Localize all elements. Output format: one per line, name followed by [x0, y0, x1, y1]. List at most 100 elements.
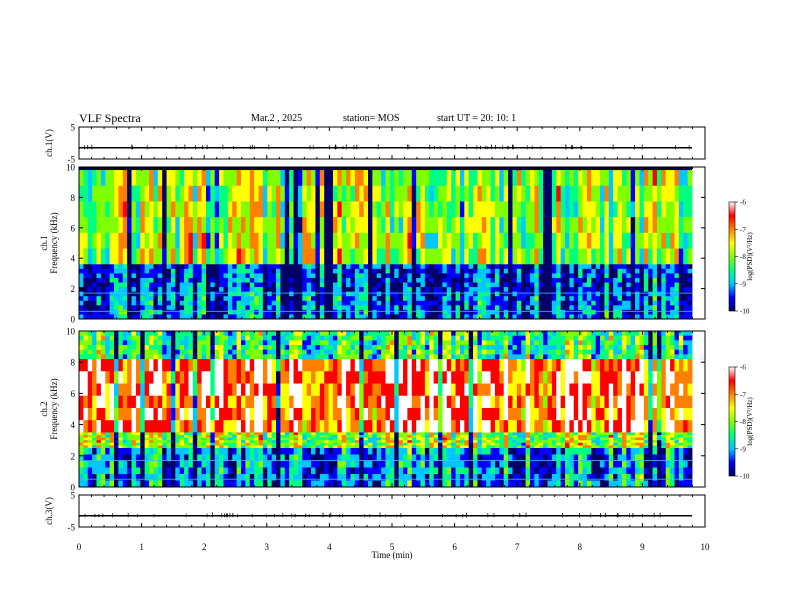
- spectrogram-cell: [205, 287, 211, 293]
- spectrogram-cell: [284, 435, 290, 438]
- spectrogram-cell: [363, 335, 369, 341]
- spectrogram-cell: [389, 291, 395, 297]
- spectrogram-cell: [442, 474, 448, 481]
- spectrogram-cell: [293, 454, 299, 462]
- spectrogram-cell: [122, 432, 128, 436]
- spectrogram-cell: [451, 467, 456, 475]
- spectrogram-cell: [473, 345, 478, 351]
- spectrogram-cell: [214, 309, 220, 315]
- spectrogram-cell: [118, 248, 124, 265]
- spectrogram-cell: [254, 371, 259, 384]
- spectrogram-cell: [284, 300, 290, 306]
- spectrogram-cell: [407, 268, 413, 274]
- spectrogram-cell: [83, 335, 89, 341]
- spectrogram-cell: [201, 296, 207, 302]
- spectrogram-cell: [214, 454, 220, 462]
- spectrogram-cell: [297, 467, 303, 475]
- spectrogram-cell: [170, 273, 176, 279]
- spectrogram-cell: [249, 454, 255, 462]
- spectrogram-cell: [337, 467, 343, 475]
- spectrogram-cell: [573, 305, 579, 311]
- spectrogram-cell: [367, 435, 373, 438]
- spectrogram-cell: [652, 305, 658, 311]
- spectrogram-cell: [556, 268, 562, 274]
- spectrogram-cell: [398, 314, 404, 320]
- spectrogram-cell: [407, 395, 413, 409]
- spectrogram-cell: [398, 305, 404, 311]
- spectrogram-cell: [586, 201, 592, 218]
- spectrogram-cell: [411, 170, 417, 187]
- spectrogram-cell: [276, 440, 281, 444]
- spectrogram-cell: [271, 371, 277, 384]
- spectrogram-cell: [83, 445, 89, 449]
- spectrogram-cell: [411, 264, 417, 270]
- spectrogram-cell: [617, 232, 623, 249]
- spectrogram-cell: [188, 354, 194, 360]
- spectrogram-cell: [403, 437, 408, 441]
- spectrogram-cell: [122, 248, 128, 265]
- spectrogram-cell: [525, 282, 531, 288]
- spectrogram-cell: [144, 268, 150, 274]
- spectrogram-cell: [446, 440, 452, 444]
- spectrogram-cell: [508, 296, 513, 302]
- spectrogram-cell: [262, 232, 268, 249]
- spectrogram-cell: [306, 273, 312, 279]
- spectrogram-cell: [122, 232, 128, 249]
- spectrogram-cell: [337, 445, 343, 449]
- spectrogram-cell: [315, 432, 321, 436]
- spectrogram-cell: [157, 420, 163, 433]
- spectrogram-cell: [79, 201, 84, 218]
- spectrogram-cell: [635, 282, 640, 288]
- spectrogram-cell: [105, 314, 111, 320]
- spectrogram-cell: [656, 305, 662, 311]
- spectrogram-cell: [324, 296, 329, 302]
- spectrogram-cell: [227, 467, 233, 475]
- spectrogram-cell: [271, 354, 277, 360]
- spectrogram-cell: [92, 461, 97, 468]
- spectrogram-cell: [87, 268, 93, 274]
- spectrogram-cell: [451, 442, 456, 446]
- spectrogram-cell: [468, 395, 474, 409]
- spectrogram-cell: [508, 282, 513, 288]
- spectrogram-cell: [389, 445, 395, 449]
- spectrogram-cell: [267, 248, 273, 265]
- spectrogram-cell: [140, 407, 146, 421]
- spectrogram-cell: [429, 420, 435, 433]
- spectrogram-cell: [284, 287, 290, 293]
- spectrogram-cell: [241, 454, 246, 462]
- spectrogram-cell: [411, 432, 417, 436]
- spectrogram-cell: [595, 273, 601, 279]
- spectrogram-cell: [210, 359, 216, 372]
- spectrogram-cell: [144, 300, 150, 306]
- spectrogram-cell: [302, 248, 308, 265]
- spectrogram-cell: [105, 345, 111, 351]
- spectrogram-cell: [131, 287, 137, 293]
- spectrogram-cell: [381, 383, 386, 397]
- spectrogram-cell: [569, 287, 575, 293]
- spectrogram-cell: [114, 467, 119, 475]
- spectrogram-cell: [416, 420, 421, 433]
- spectrogram-cell: [538, 264, 544, 270]
- spectrogram-cell: [648, 248, 653, 265]
- spectrogram-cell: [424, 287, 430, 293]
- spectrogram-cell: [319, 185, 325, 202]
- spectrogram-cell: [459, 287, 465, 293]
- spectrogram-cell: [271, 359, 277, 372]
- spectrogram-cell: [328, 440, 334, 444]
- spectrogram-cell: [184, 248, 189, 265]
- spectrogram-cell: [411, 340, 417, 346]
- spectrogram-cell: [135, 300, 141, 306]
- spectrogram-cell: [389, 282, 395, 288]
- spectrogram-cell: [385, 282, 391, 288]
- spectrogram-cell: [455, 282, 461, 288]
- spectrogram-cell: [490, 305, 496, 311]
- spectrogram-cell: [359, 331, 365, 337]
- spectrogram-cell: [350, 474, 356, 481]
- station-label: station= MOS: [343, 113, 400, 124]
- spectrogram-cell: [236, 435, 242, 438]
- spectrogram-cell: [512, 185, 518, 202]
- spectrogram-cell: [83, 435, 89, 438]
- spectrogram-cell: [376, 432, 382, 436]
- spectrogram-cell: [267, 461, 273, 468]
- spectrogram-cell: [635, 201, 640, 218]
